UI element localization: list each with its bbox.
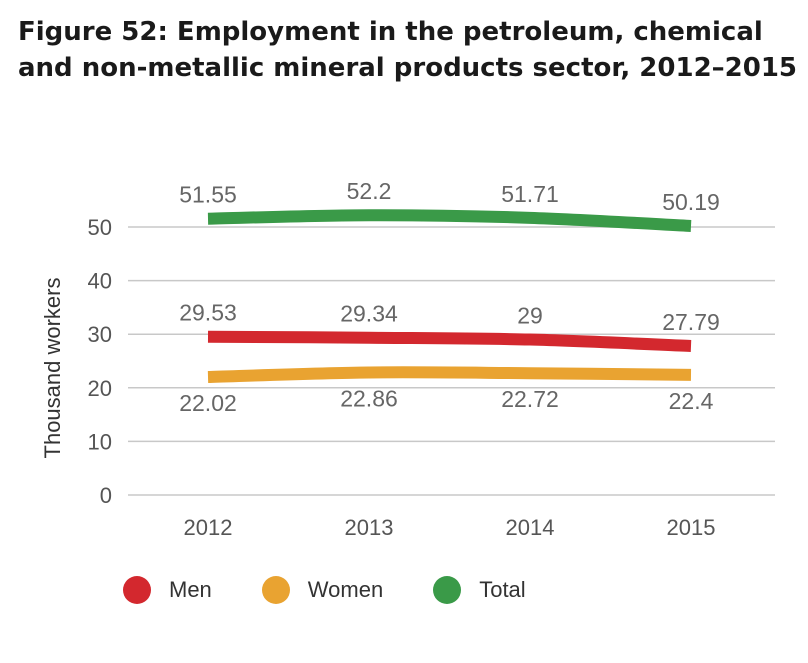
chart-title-line-1: Figure 52: Employment in the petroleum, … (18, 17, 763, 47)
y-tick-label-30: 30 (88, 322, 112, 347)
x-tick-label-2015: 2015 (667, 515, 716, 540)
legend-swatch-men (123, 576, 151, 604)
y-tick-label-10: 10 (88, 429, 112, 454)
legend-swatch-total (433, 576, 462, 604)
data-label-women-2013: 22.86 (340, 385, 398, 411)
data-label-total-2012: 51.55 (179, 182, 237, 208)
data-label-total-2015: 50.19 (662, 189, 720, 215)
series-line-women (207, 366, 692, 383)
x-tick-label-2014: 2014 (506, 515, 555, 540)
legend-label-women: Women (307, 577, 384, 602)
chart-title-line-2: and non-metallic mineral products sector… (18, 53, 798, 83)
legend-item-men: Men (123, 576, 212, 604)
legend-item-women: Women (261, 576, 384, 604)
data-label-total-2014: 51.71 (501, 181, 559, 207)
chart-title: Figure 52: Employment in the petroleum, … (18, 14, 798, 86)
y-tick-label-0: 0 (100, 483, 112, 508)
legend-item-total: Total (433, 576, 526, 604)
data-label-women-2014: 22.72 (501, 386, 559, 412)
series-line-total (207, 209, 692, 232)
data-label-men-2013: 29.34 (340, 301, 398, 327)
legend: Men Women Total (123, 576, 576, 604)
series-line-men (207, 330, 692, 353)
data-label-total-2013: 52.2 (347, 178, 392, 204)
x-tick-label-2012: 2012 (184, 515, 233, 540)
data-label-women-2015: 22.4 (669, 388, 714, 414)
legend-label-total: Total (479, 577, 526, 602)
legend-label-men: Men (169, 577, 212, 602)
x-tick-label-2013: 2013 (345, 515, 394, 540)
data-label-men-2012: 29.53 (179, 300, 237, 326)
y-tick-label-20: 20 (88, 376, 112, 401)
legend-swatch-women (261, 576, 290, 604)
data-label-men-2014: 29 (517, 303, 543, 329)
y-tick-label-40: 40 (88, 269, 112, 294)
y-tick-label-50: 50 (88, 215, 112, 240)
y-axis-label: Thousand workers (40, 278, 65, 459)
data-label-women-2012: 22.02 (179, 390, 237, 416)
data-label-men-2015: 27.79 (662, 309, 720, 335)
